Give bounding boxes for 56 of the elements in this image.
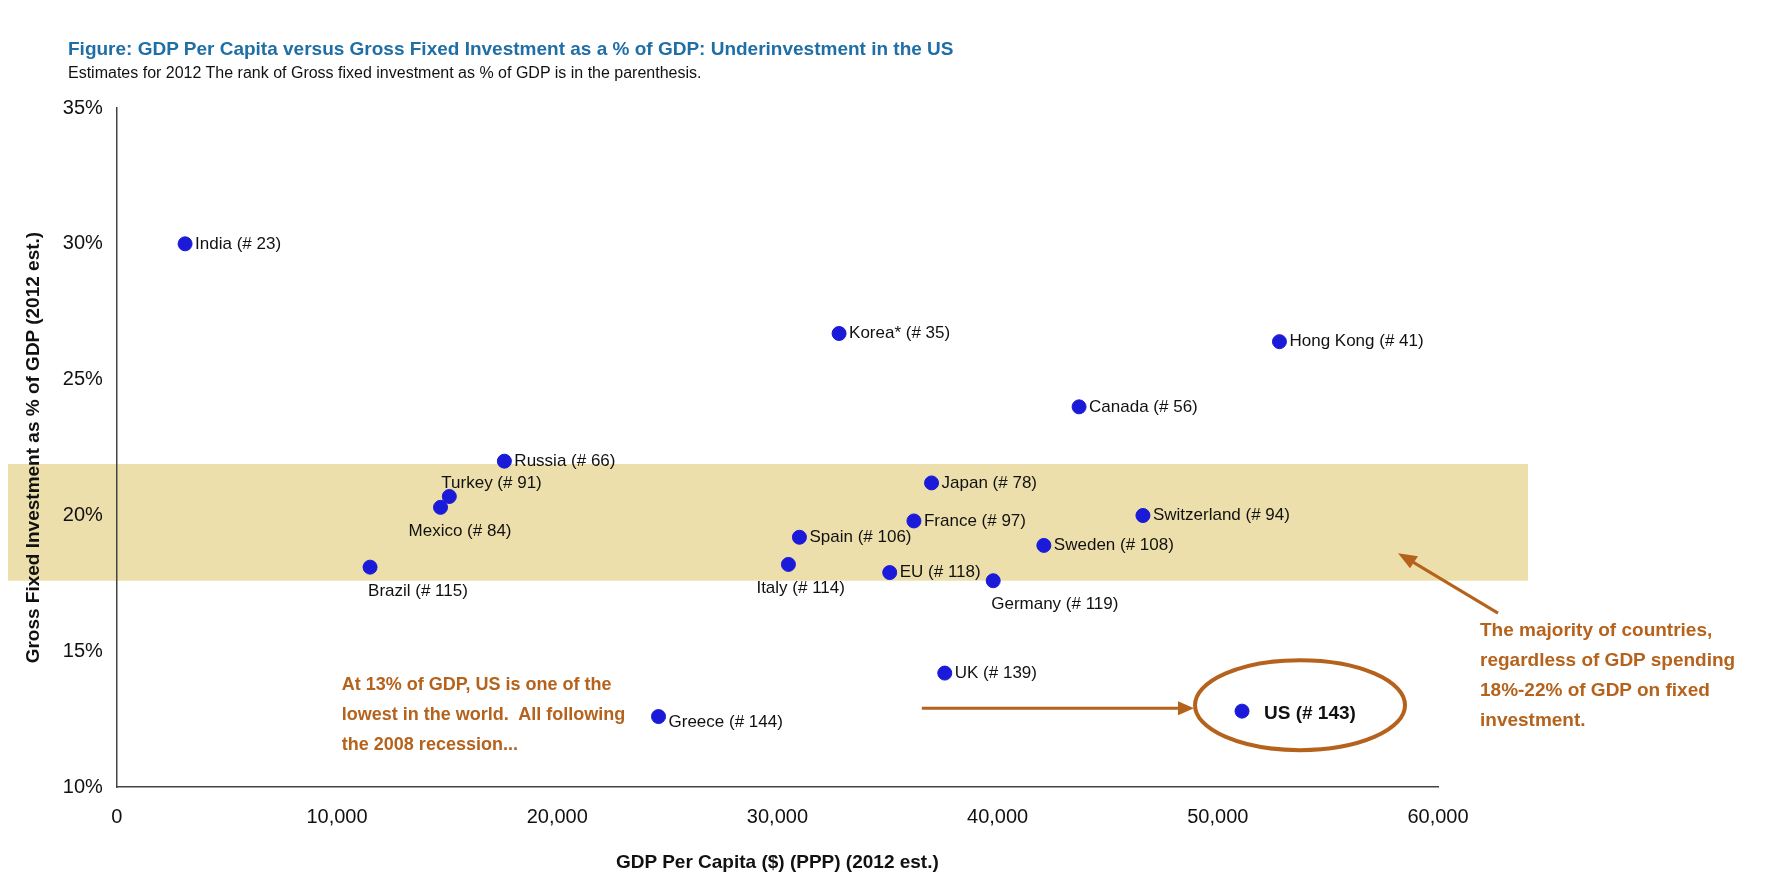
- annotation: At 13% of GDP, US is one of the lowest in the world. All following the 2008 recession...: [341, 673, 627, 757]
- series-label: EU (# 118): [899, 562, 981, 582]
- y-tick-label: 35%: [62, 95, 104, 118]
- point: [433, 499, 449, 515]
- x-tick-label: 30,000: [746, 804, 808, 827]
- series-label: Sweden (# 108): [1053, 535, 1174, 555]
- point: [924, 475, 940, 491]
- point: [496, 453, 512, 469]
- y-tick-label: 15%: [62, 638, 104, 661]
- point: [831, 325, 847, 341]
- point: [1071, 399, 1087, 415]
- point: [780, 556, 796, 572]
- point: [1271, 334, 1287, 350]
- series-label: Russia (# 66): [514, 450, 616, 470]
- y-tick-label: 10%: [62, 774, 104, 797]
- point: [177, 236, 193, 252]
- series-label: Hong Kong (# 41): [1289, 331, 1424, 351]
- point: [906, 513, 922, 529]
- series-label: Turkey (# 91): [441, 473, 542, 493]
- series-label: Brazil (# 115): [368, 580, 468, 600]
- point: [882, 565, 898, 581]
- chart-subtitle: Estimates for 2012 The rank of Gross fixed investment as % of GDP is in the parenthesis.: [67, 64, 703, 82]
- point: [651, 709, 667, 725]
- series-label: US (# 143): [1264, 702, 1356, 724]
- point: [791, 529, 807, 545]
- y-tick-label: 30%: [62, 231, 104, 254]
- series-label: Spain (# 106): [809, 526, 912, 546]
- series-label: Switzerland (# 94): [1152, 505, 1290, 525]
- series-label: Mexico (# 84): [408, 521, 512, 541]
- point: [1135, 508, 1151, 524]
- series-label: India (# 23): [195, 233, 282, 253]
- chart-title: Figure: GDP Per Capita versus Gross Fixed Investment as a % of GDP: Underinvestment in the US: [67, 37, 955, 61]
- series-label: Germany (# 119): [991, 594, 1119, 614]
- point: [1036, 537, 1052, 553]
- series-label: Korea* (# 35): [849, 323, 951, 343]
- series-label: France (# 97): [923, 510, 1026, 530]
- x-tick-label: 10,000: [306, 804, 368, 827]
- point: [985, 573, 1001, 589]
- x-tick-label: 50,000: [1187, 804, 1249, 827]
- y-tick-label: 20%: [62, 503, 104, 526]
- point: [362, 559, 378, 575]
- y-tick-label: 25%: [62, 367, 104, 390]
- series-label: Canada (# 56): [1089, 396, 1198, 416]
- text: The majority of countries, regardless of GDP spending 18%-22% of GDP on fixed investment.: [1480, 618, 1737, 733]
- series-label: Greece (# 144): [668, 712, 783, 732]
- x-tick-label: 20,000: [526, 804, 588, 827]
- series-label: Italy (# 114): [756, 578, 845, 598]
- x-axis-title: GDP Per Capita ($) (PPP) (2012 est.): [616, 850, 939, 872]
- x-tick-label: 60,000: [1407, 804, 1469, 827]
- series-label: UK (# 139): [954, 662, 1037, 682]
- y-axis-title: Gross Fixed Investment as % of GDP (2012 est.): [21, 231, 43, 664]
- x-tick-label: 0: [111, 804, 123, 827]
- point: [937, 665, 953, 681]
- x-tick-label: 40,000: [967, 804, 1029, 827]
- series-label: Japan (# 78): [941, 472, 1037, 492]
- point: [1234, 703, 1250, 719]
